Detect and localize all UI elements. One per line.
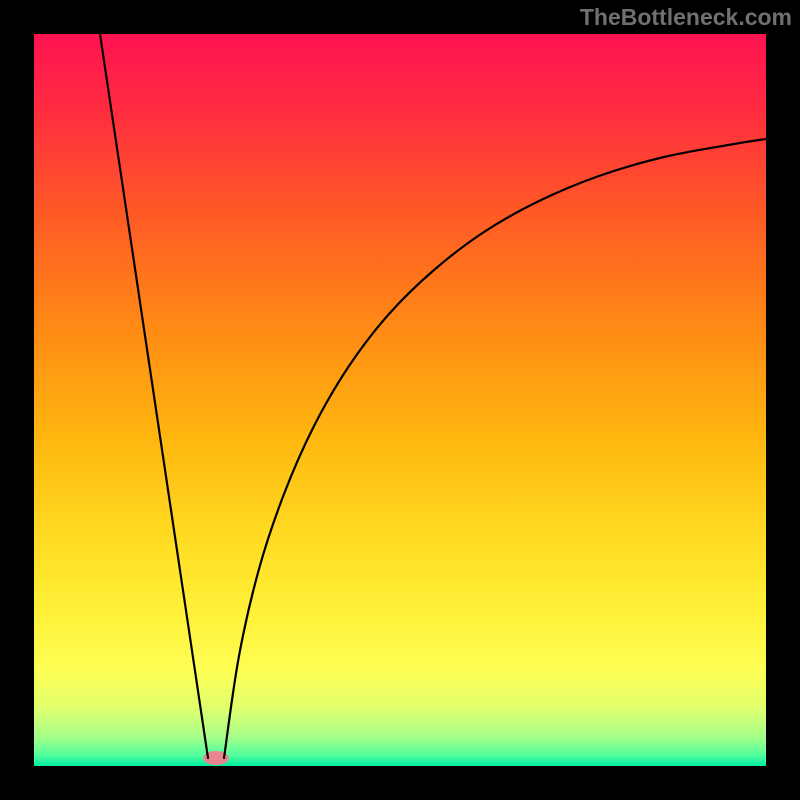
chart-container: TheBottleneck.com bbox=[0, 0, 800, 800]
plot-area bbox=[34, 34, 766, 766]
watermark-text: TheBottleneck.com bbox=[580, 4, 792, 31]
plot-background bbox=[34, 34, 766, 766]
plot-svg bbox=[34, 34, 766, 766]
